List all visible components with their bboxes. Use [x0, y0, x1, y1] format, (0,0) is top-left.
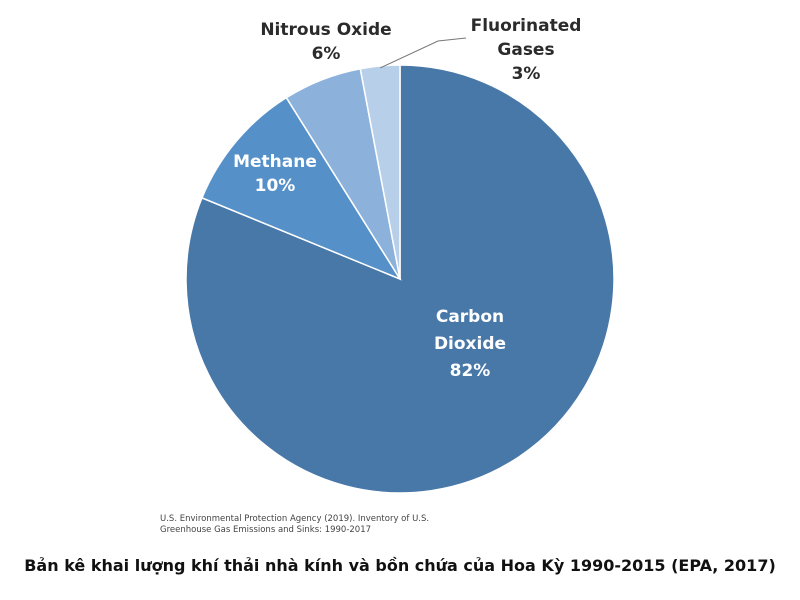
slice-label-fluorinated-gases: Fluorinated Gases 3% — [471, 16, 582, 84]
source-note: U.S. Environmental Protection Agency (20… — [160, 514, 430, 535]
pie-slice-carbon-dioxide — [185, 64, 615, 494]
pie-slice-methane — [200, 96, 402, 281]
leader-line-fluorinated-gases — [380, 37, 467, 69]
slice-label-carbon-dioxide: Carbon Dioxide 82% — [434, 307, 506, 381]
pie-chart: Carbon Dioxide 82% Methane 10% Nitrous Oxide 6… — [185, 16, 615, 494]
slice-label-methane: Methane 10% — [233, 152, 317, 196]
pie-slice-fluorinated-gases — [359, 64, 401, 280]
figure-caption: Bản kê khai lượng khí thải nhà kính và b… — [24, 556, 776, 575]
slice-label-nitrous-oxide: Nitrous Oxide 6% — [260, 20, 391, 64]
